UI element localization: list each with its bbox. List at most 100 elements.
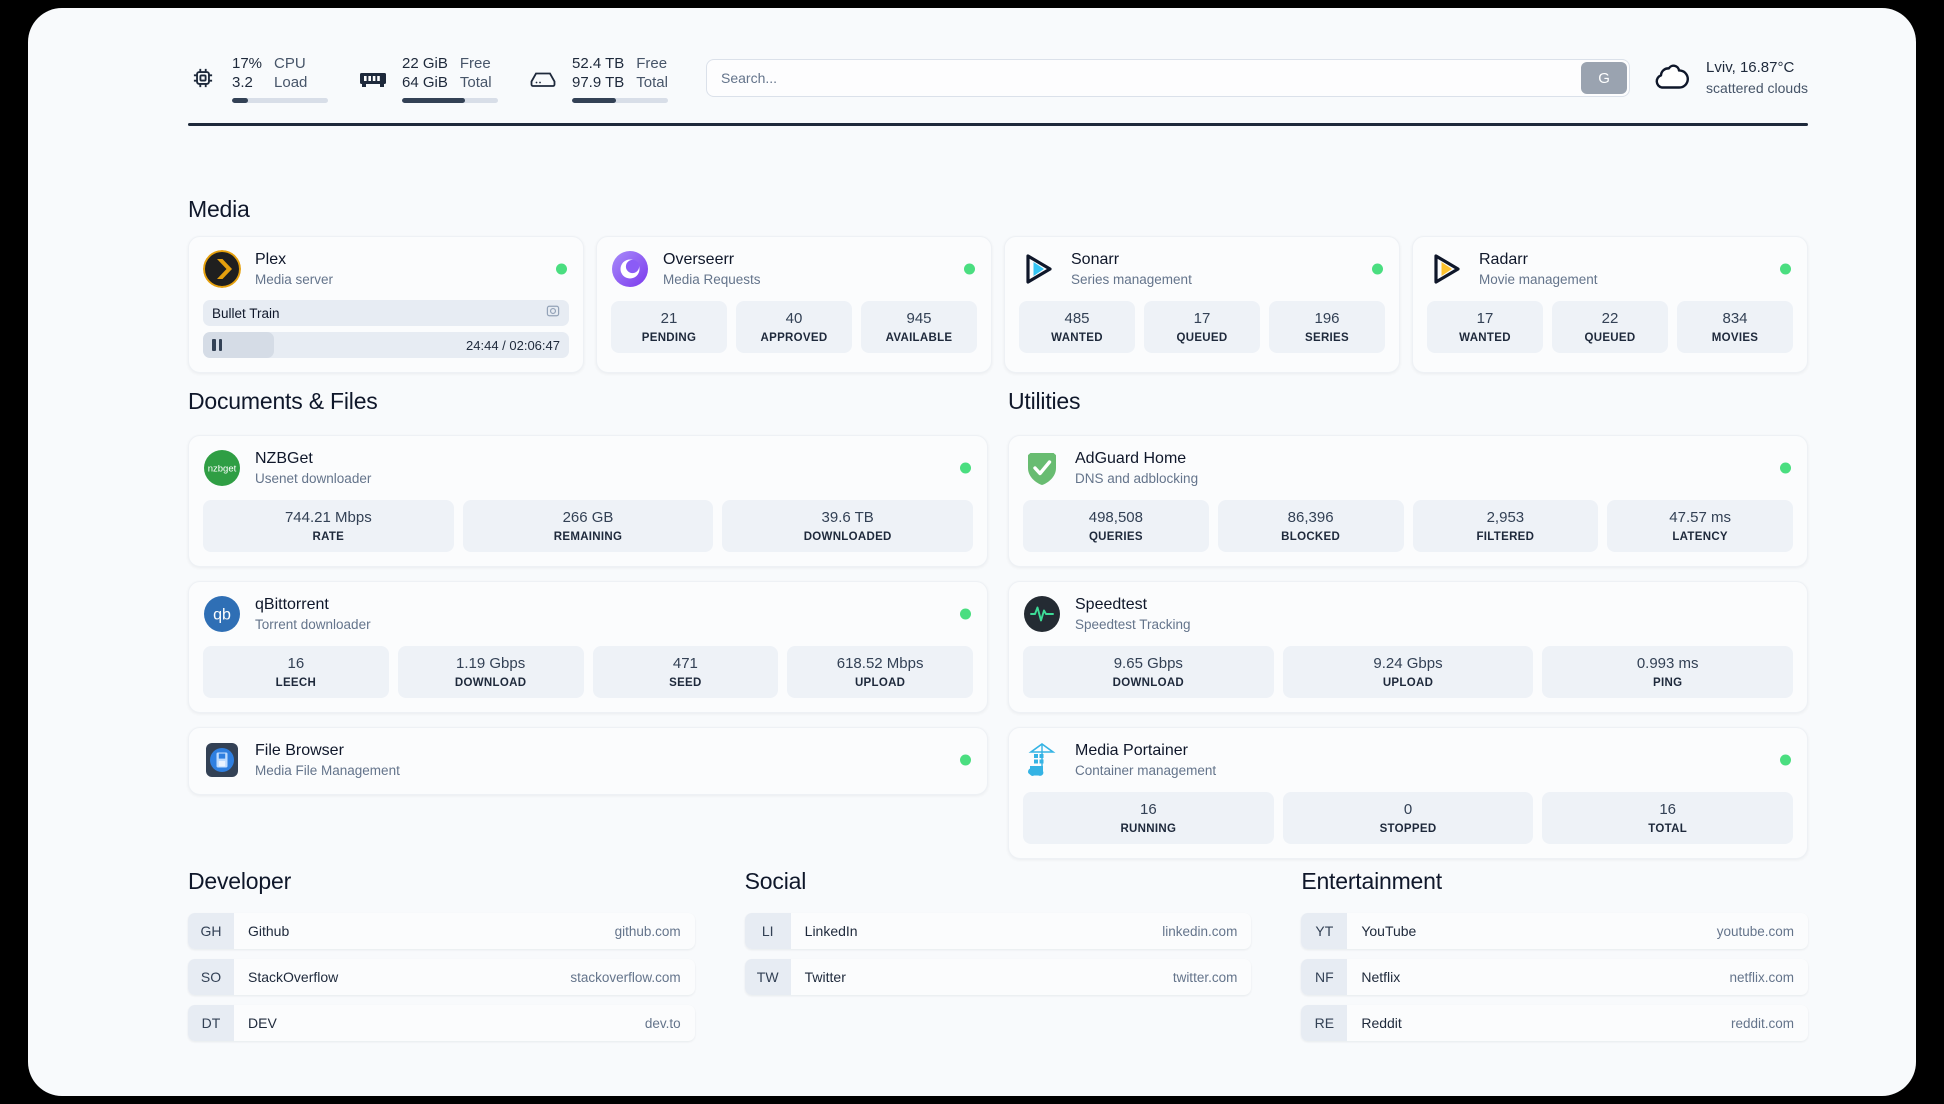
- memory-ram-icon: [358, 63, 388, 93]
- adguard-title: AdGuard Home: [1075, 450, 1187, 467]
- bookmark-item-twitter[interactable]: TW Twitter twitter.com: [744, 959, 1252, 995]
- service-card-sonarr[interactable]: Sonarr Series management 485 WANTED 17 Q…: [1004, 236, 1400, 373]
- stat-downloaded-label: DOWNLOADED: [803, 531, 892, 543]
- plex-progress-bar[interactable]: 24:44 / 02:06:47: [203, 332, 569, 358]
- bookmark-item-github[interactable]: GH Github github.com: [188, 913, 695, 949]
- service-card-nzbget[interactable]: nzbget NZBGet Usenet downloader 744.21 M…: [188, 435, 988, 567]
- service-card-plex[interactable]: Plex Media server Bullet Train 24:44 / 0…: [188, 236, 584, 373]
- file-browser-status-dot: [960, 754, 971, 766]
- stat-rate: 744.21 Mbps RATE: [203, 500, 454, 552]
- stat-running-label: RUNNING: [1120, 823, 1177, 835]
- stat-available: 945 AVAILABLE: [861, 301, 977, 353]
- stat-available-value: 945: [906, 310, 932, 327]
- stat-remaining: 266 GB REMAINING: [462, 500, 714, 552]
- radarr-card-header: Radarr Movie management: [1427, 249, 1793, 289]
- qbittorrent-card-header: qb qBittorrent Torrent downloader: [203, 594, 973, 634]
- sonarr-logo-icon: [1019, 250, 1057, 288]
- stat-download: 1.19 Gbps DOWNLOAD: [397, 646, 584, 698]
- stat-series: 196 SERIES: [1269, 301, 1385, 353]
- service-card-speedtest[interactable]: Speedtest Speedtest Tracking 9.65 Gbps D…: [1008, 581, 1808, 713]
- bookmark-group-entertainment: Entertainment YT YouTube youtube.com NF …: [1301, 868, 1808, 1041]
- stat-series-value: 196: [1314, 310, 1340, 327]
- qbittorrent-titles: qBittorrent Torrent downloader: [255, 594, 371, 634]
- bookmark-item-dev[interactable]: DT DEV dev.to: [188, 1005, 695, 1041]
- stat-total: 16 TOTAL: [1542, 792, 1794, 844]
- system-stat-storage: 52.4 TB 97.9 TB Free Total: [528, 54, 668, 103]
- stat-queued: 17 QUEUED: [1144, 301, 1260, 353]
- nzbget-title: NZBGet: [255, 450, 313, 467]
- bookmark-abbr: LI: [744, 913, 791, 949]
- qbittorrent-logo-icon: qb: [203, 595, 241, 633]
- bookmark-list-social: LI LinkedIn linkedin.com TW Twitter twit…: [744, 913, 1252, 995]
- utilities-card-list: AdGuard Home DNS and adblocking 498,508 …: [1008, 435, 1808, 859]
- sonarr-subtitle: Series management: [1071, 272, 1192, 287]
- nzbget-logo-icon: nzbget: [203, 449, 241, 487]
- documents-section: Documents & Files nzbget NZBGet Usenet d…: [188, 388, 988, 795]
- bookmark-url: dev.to: [644, 1015, 681, 1031]
- stat-pending-label: PENDING: [641, 332, 697, 344]
- bookmark-item-youtube[interactable]: YT YouTube youtube.com: [1301, 913, 1808, 949]
- service-card-overseerr[interactable]: Overseerr Media Requests 21 PENDING 40 A…: [596, 236, 992, 373]
- search-input[interactable]: [706, 59, 1631, 97]
- stat-wanted: 485 WANTED: [1019, 301, 1135, 353]
- stat-wanted-value: 17: [1476, 310, 1494, 327]
- cpu-load-value: 3.2: [232, 73, 253, 91]
- stat-download-label: DOWNLOAD: [454, 677, 527, 689]
- bookmark-group-title-entertainment: Entertainment: [1301, 868, 1442, 894]
- plex-logo-icon: [203, 250, 241, 288]
- stat-leech: 16 LEECH: [203, 646, 389, 698]
- stat-download-label: DOWNLOAD: [1112, 677, 1185, 689]
- stat-latency: 47.57 ms LATENCY: [1607, 500, 1793, 552]
- bookmark-item-stackoverflow[interactable]: SO StackOverflow stackoverflow.com: [188, 959, 695, 995]
- nzbget-card-header: nzbget NZBGet Usenet downloader: [203, 448, 973, 488]
- stat-upload: 9.24 Gbps UPLOAD: [1282, 646, 1534, 698]
- speedtest-logo-icon: [1023, 595, 1061, 633]
- section-title-media: Media: [188, 196, 250, 222]
- bookmark-group-developer: Developer GH Github github.com SO StackO…: [188, 868, 695, 1041]
- stat-stopped-label: STOPPED: [1379, 823, 1437, 835]
- service-card-radarr[interactable]: Radarr Movie management 17 WANTED 22 QUE…: [1412, 236, 1808, 373]
- stat-stopped: 0 STOPPED: [1282, 792, 1534, 844]
- stat-queries-label: QUERIES: [1088, 531, 1143, 543]
- bookmark-item-reddit[interactable]: RE Reddit reddit.com: [1301, 1005, 1808, 1041]
- qbittorrent-stats: 16 LEECH 1.19 Gbps DOWNLOAD 471 SEED 618…: [203, 646, 973, 698]
- bookmark-url: twitter.com: [1172, 969, 1238, 985]
- google-search-button[interactable]: G: [1581, 62, 1628, 94]
- stat-blocked: 86,396 BLOCKED: [1217, 500, 1404, 552]
- memory-total-value: 64 GiB: [402, 73, 448, 91]
- speedtest-card-header: Speedtest Speedtest Tracking: [1023, 594, 1793, 634]
- plex-title: Plex: [255, 251, 287, 268]
- stat-approved-value: 40: [785, 310, 803, 327]
- stat-filtered-value: 2,953: [1486, 509, 1525, 526]
- bookmark-group-social: Social LI LinkedIn linkedin.com TW Twitt…: [744, 868, 1252, 1041]
- service-card-file-browser[interactable]: File Browser Media File Management: [188, 727, 988, 795]
- sonarr-stats: 485 WANTED 17 QUEUED 196 SERIES: [1019, 301, 1385, 353]
- file-browser-card-header: File Browser Media File Management: [203, 740, 973, 780]
- pause-icon[interactable]: [212, 339, 222, 351]
- bookmark-list-entertainment: YT YouTube youtube.com NF Netflix netfli…: [1301, 913, 1808, 1041]
- plex-time-label: 24:44 / 02:06:47: [466, 337, 560, 353]
- sonarr-card-header: Sonarr Series management: [1019, 249, 1385, 289]
- radarr-subtitle: Movie management: [1479, 272, 1598, 287]
- file-browser-subtitle: Media File Management: [255, 763, 400, 778]
- service-card-qbittorrent[interactable]: qb qBittorrent Torrent downloader 16 LEE…: [188, 581, 988, 713]
- media-card-grid: Plex Media server Bullet Train 24:44 / 0…: [188, 236, 1808, 373]
- speedtest-subtitle: Speedtest Tracking: [1075, 617, 1191, 632]
- nzbget-titles: NZBGet Usenet downloader: [255, 448, 371, 488]
- file-browser-title: File Browser: [255, 742, 344, 759]
- adguard-card-header: AdGuard Home DNS and adblocking: [1023, 448, 1793, 488]
- weather-widget: Lviv, 16.87°C scattered clouds: [1652, 58, 1808, 98]
- plex-cast-icon[interactable]: [546, 304, 560, 323]
- bookmark-item-netflix[interactable]: NF Netflix netflix.com: [1301, 959, 1808, 995]
- stat-remaining-label: REMAINING: [553, 531, 623, 543]
- cpu-usage-value: 17%: [232, 54, 263, 72]
- speedtest-title: Speedtest: [1075, 596, 1148, 613]
- bookmark-name: DEV: [248, 1015, 277, 1031]
- section-title-utilities: Utilities: [1008, 388, 1081, 414]
- memory-stat-block: 22 GiB 64 GiB Free Total: [402, 54, 498, 103]
- bookmark-item-linkedin[interactable]: LI LinkedIn linkedin.com: [744, 913, 1252, 949]
- service-card-adguard-home[interactable]: AdGuard Home DNS and adblocking 498,508 …: [1008, 435, 1808, 567]
- service-card-media-portainer[interactable]: Media Portainer Container management 16 …: [1008, 727, 1808, 859]
- stat-queued: 22 QUEUED: [1552, 301, 1668, 353]
- stat-pending-value: 21: [660, 310, 678, 327]
